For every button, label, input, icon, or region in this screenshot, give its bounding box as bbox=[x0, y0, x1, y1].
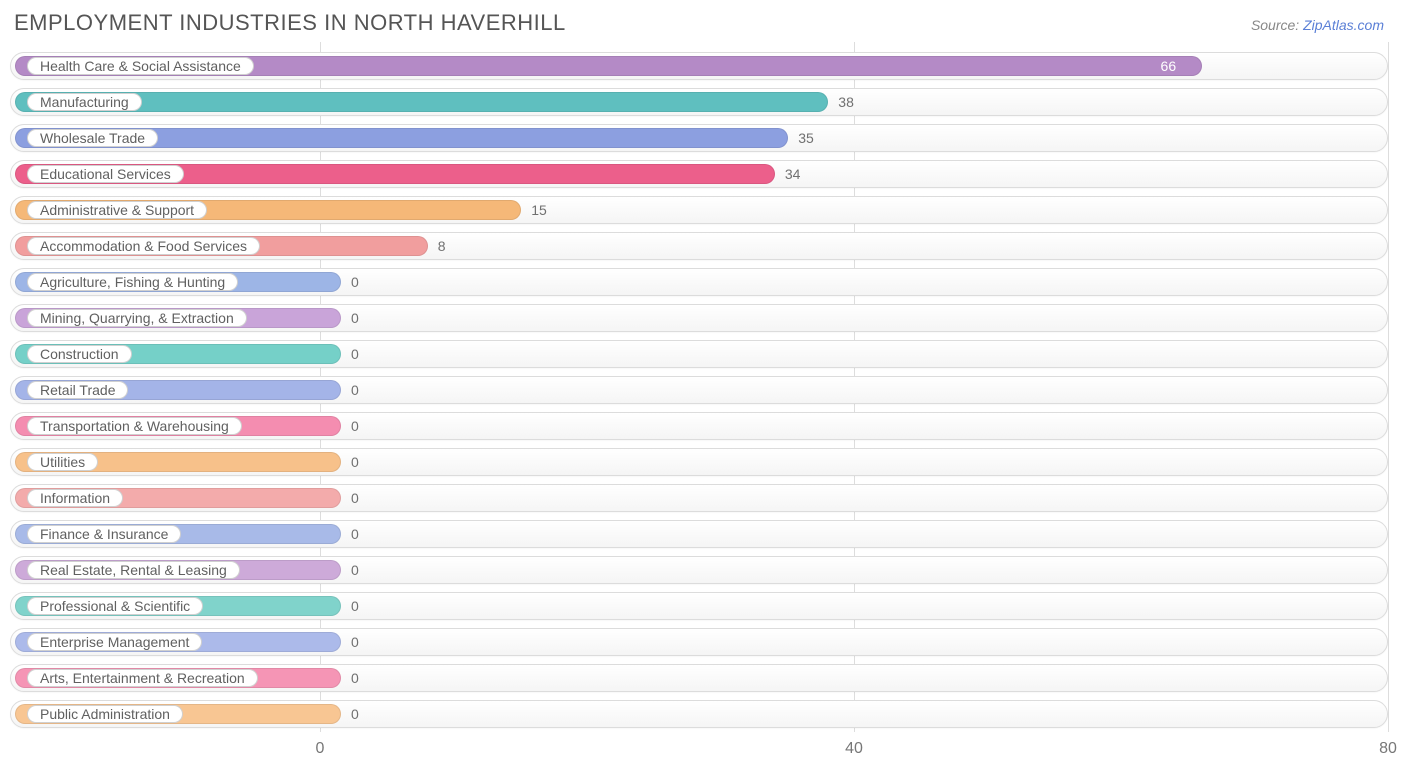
bar-label: Enterprise Management bbox=[27, 633, 202, 651]
bar-label: Arts, Entertainment & Recreation bbox=[27, 669, 258, 687]
bar-row: 0 Construction bbox=[10, 340, 1388, 368]
bar-row: 0 Mining, Quarrying, & Extraction bbox=[10, 304, 1388, 332]
bar-row: 0 Retail Trade bbox=[10, 376, 1388, 404]
bar-row: 0 Professional & Scientific bbox=[10, 592, 1388, 620]
bar-row: 34 Educational Services bbox=[10, 160, 1388, 188]
bar-value: 66 bbox=[1151, 53, 1177, 79]
bar-label: Information bbox=[27, 489, 123, 507]
bar-value: 38 bbox=[828, 89, 854, 115]
x-axis-label: 0 bbox=[316, 740, 325, 758]
bar-label: Health Care & Social Assistance bbox=[27, 57, 254, 75]
bar-value: 0 bbox=[341, 557, 359, 583]
bar-value: 0 bbox=[341, 701, 359, 727]
chart-source: Source: ZipAtlas.com bbox=[1251, 17, 1384, 33]
bar-value: 0 bbox=[341, 629, 359, 655]
bar-value: 0 bbox=[341, 269, 359, 295]
x-axis-label: 40 bbox=[845, 740, 863, 758]
bar-label: Accommodation & Food Services bbox=[27, 237, 260, 255]
bar-row: 8 Accommodation & Food Services bbox=[10, 232, 1388, 260]
bar-label: Finance & Insurance bbox=[27, 525, 181, 543]
source-prefix: Source: bbox=[1251, 17, 1303, 33]
bar-row: 35 Wholesale Trade bbox=[10, 124, 1388, 152]
bar-row: 15 Administrative & Support bbox=[10, 196, 1388, 224]
bar-row: 0 Information bbox=[10, 484, 1388, 512]
bar-label: Mining, Quarrying, & Extraction bbox=[27, 309, 247, 327]
bar-value: 0 bbox=[341, 341, 359, 367]
bar-value: 0 bbox=[341, 449, 359, 475]
bar-value: 35 bbox=[788, 125, 814, 151]
bar-label: Transportation & Warehousing bbox=[27, 417, 242, 435]
bar-row: 66 Health Care & Social Assistance bbox=[10, 52, 1388, 80]
bar-label: Professional & Scientific bbox=[27, 597, 203, 615]
bar-label: Wholesale Trade bbox=[27, 129, 158, 147]
bar-row: 0 Arts, Entertainment & Recreation bbox=[10, 664, 1388, 692]
bar-value: 8 bbox=[428, 233, 446, 259]
bar-label: Manufacturing bbox=[27, 93, 142, 111]
bar-row: 0 Real Estate, Rental & Leasing bbox=[10, 556, 1388, 584]
bar-label: Educational Services bbox=[27, 165, 184, 183]
bar-value: 0 bbox=[341, 593, 359, 619]
bar-value: 0 bbox=[341, 305, 359, 331]
bar-label: Public Administration bbox=[27, 705, 183, 723]
bar-value: 15 bbox=[521, 197, 547, 223]
x-axis: 04080 bbox=[10, 736, 1388, 760]
bar-label: Retail Trade bbox=[27, 381, 128, 399]
bar-label: Construction bbox=[27, 345, 132, 363]
bar-value: 0 bbox=[341, 485, 359, 511]
bar-label: Administrative & Support bbox=[27, 201, 207, 219]
chart-area: 66 Health Care & Social Assistance 38 Manuf… bbox=[10, 42, 1388, 760]
bar-value: 0 bbox=[341, 413, 359, 439]
bar-row: 0 Finance & Insurance bbox=[10, 520, 1388, 548]
bar-value: 0 bbox=[341, 521, 359, 547]
bar-label: Agriculture, Fishing & Hunting bbox=[27, 273, 238, 291]
bar-value: 0 bbox=[341, 665, 359, 691]
bar-value: 34 bbox=[775, 161, 801, 187]
bar-container: 66 Health Care & Social Assistance 38 Manuf… bbox=[10, 42, 1388, 732]
chart-title: EMPLOYMENT INDUSTRIES IN NORTH HAVERHILL bbox=[14, 10, 566, 36]
bar-row: 38 Manufacturing bbox=[10, 88, 1388, 116]
bar-label: Real Estate, Rental & Leasing bbox=[27, 561, 240, 579]
source-link[interactable]: ZipAtlas.com bbox=[1303, 17, 1384, 33]
bar-label: Utilities bbox=[27, 453, 98, 471]
gridline bbox=[1388, 42, 1389, 732]
x-axis-label: 80 bbox=[1379, 740, 1397, 758]
bar-row: 0 Public Administration bbox=[10, 700, 1388, 728]
bar-row: 0 Agriculture, Fishing & Hunting bbox=[10, 268, 1388, 296]
bar-row: 0 Enterprise Management bbox=[10, 628, 1388, 656]
bar-value: 0 bbox=[341, 377, 359, 403]
chart-header: EMPLOYMENT INDUSTRIES IN NORTH HAVERHILL… bbox=[10, 10, 1388, 42]
bar-row: 0 Transportation & Warehousing bbox=[10, 412, 1388, 440]
bar-row: 0 Utilities bbox=[10, 448, 1388, 476]
